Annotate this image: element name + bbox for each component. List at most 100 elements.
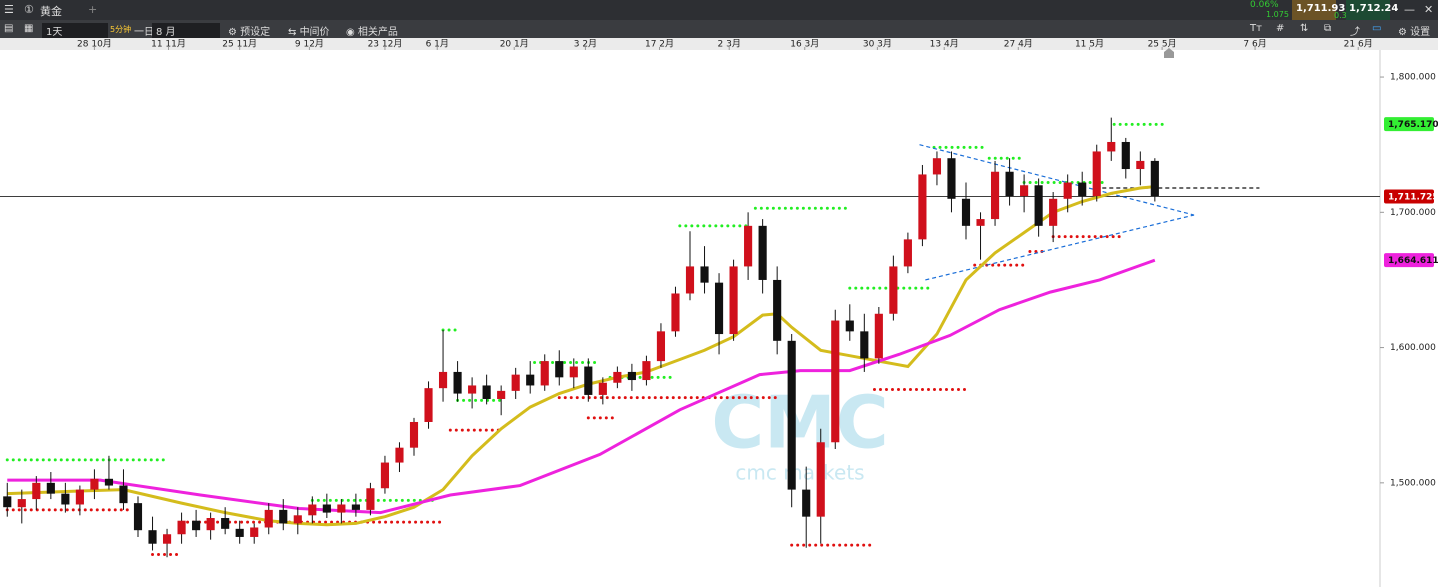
sell-price[interactable]: 1,711.93 <box>1292 0 1345 20</box>
menu-icon[interactable]: ☰ <box>4 3 14 16</box>
candle-body <box>961 198 971 226</box>
x-tick-label: 27 4月 <box>1004 39 1033 50</box>
candle-body <box>453 371 462 394</box>
x-tick-label: 11 11月 <box>151 39 186 50</box>
grid-tool[interactable]: # <box>1276 23 1285 34</box>
candle-body <box>990 171 1000 220</box>
candle-body <box>569 366 578 378</box>
x-tick-label: 25 5月 <box>1148 39 1177 50</box>
list-icon[interactable]: ▤ <box>4 23 14 34</box>
x-tick-label: 16 3月 <box>790 39 819 50</box>
candle-body <box>932 158 942 175</box>
shape-tool[interactable]: ▭ <box>1372 23 1382 34</box>
candle-body <box>889 266 898 314</box>
candle-body <box>3 496 12 508</box>
candle-body <box>555 361 564 378</box>
price-tag <box>1384 189 1434 204</box>
add-tab[interactable]: + <box>88 3 98 16</box>
candle-body <box>1078 182 1087 197</box>
watermark-text: cmc markets <box>735 461 864 485</box>
price-tag <box>1384 117 1434 132</box>
change-pct: 0.06% <box>1250 0 1279 10</box>
candle-body <box>816 442 825 517</box>
candle-body <box>104 478 114 486</box>
candle-body <box>1150 160 1159 197</box>
x-tick-label: 30 3月 <box>863 39 892 50</box>
candle-body <box>860 331 869 359</box>
window-tool[interactable]: ⧉ <box>1324 23 1332 34</box>
candle-body <box>61 493 70 505</box>
candle-body <box>1121 141 1130 170</box>
settings[interactable]: ⚙ 设置 <box>1398 27 1431 38</box>
candle-body <box>279 509 288 524</box>
preset-a[interactable]: 5分钟 <box>110 25 132 34</box>
candle-body <box>177 520 186 535</box>
x-tick-label: 28 10月 <box>77 39 112 50</box>
instrument-icon: ① <box>24 3 34 16</box>
x-tick-label: 20 1月 <box>500 39 529 50</box>
x-tick-label: 23 12月 <box>368 39 403 50</box>
range[interactable]: 8 月 <box>152 23 220 38</box>
price-tag-label: 1,711.725 <box>1388 192 1438 202</box>
candle-body <box>235 528 244 537</box>
mid-price[interactable]: ⇆ 中间价 <box>288 27 330 38</box>
chart-toolbar: ▤ ▦ 1天 5分钟 一日 8 月 ⚙ 预设定 ⇆ 中间价 ◉ 相关产品 Tт … <box>0 20 1438 38</box>
instrument[interactable]: 黄金 <box>40 5 62 18</box>
candle-body <box>438 371 448 389</box>
candle-body <box>1136 160 1145 170</box>
related-label: 相关产品 <box>357 27 398 38</box>
x-tick-label: 6 1月 <box>426 39 449 50</box>
candle-body <box>337 504 346 513</box>
candle-body <box>206 518 215 531</box>
price-tag-label: 1,765.170 <box>1388 120 1438 130</box>
candle-body <box>293 515 302 524</box>
date-axis <box>0 38 1438 50</box>
candle-body <box>264 509 273 528</box>
candle-body <box>511 374 520 391</box>
spread: 0.31 <box>1334 11 1352 20</box>
trend-tool[interactable]: ⤴ <box>1350 27 1360 38</box>
candle-body <box>1049 198 1058 226</box>
x-tick-label: 13 4月 <box>930 39 959 50</box>
text-tool[interactable]: Tт <box>1250 23 1262 34</box>
candle-body <box>468 385 477 394</box>
candle-body <box>671 293 680 332</box>
y-tick-label: 1,600.000 <box>1390 343 1436 353</box>
x-tick-label: 17 2月 <box>645 39 674 50</box>
draw-tool[interactable]: ⇅ <box>1300 23 1309 34</box>
presets[interactable]: ⚙ 预设定 <box>228 27 271 38</box>
x-tick-label: 7 6月 <box>1243 39 1266 50</box>
candle-body <box>119 485 128 504</box>
candle-body <box>918 174 927 240</box>
candle-body <box>714 282 724 335</box>
candle-body <box>802 489 811 517</box>
candle-body <box>656 331 666 362</box>
change: 1.075 <box>1266 10 1289 19</box>
y-tick-label: 1,500.000 <box>1390 478 1436 488</box>
x-tick-label: 25 11月 <box>222 39 257 50</box>
candle-body <box>744 225 753 267</box>
interval[interactable]: 1天 <box>42 23 108 38</box>
candle-body <box>729 266 738 335</box>
candle-body <box>1034 185 1043 226</box>
today-marker <box>1164 48 1174 58</box>
watermark-logo: CMC <box>711 381 888 465</box>
candle-body <box>17 499 26 508</box>
minimize[interactable]: — <box>1404 3 1415 16</box>
candle-body <box>526 374 535 386</box>
preset-b[interactable]: 一日 <box>134 27 154 38</box>
candle-body <box>1005 171 1014 197</box>
buy-price[interactable]: 1,712.24 <box>1346 0 1398 20</box>
y-tick-label: 1,700.000 <box>1390 208 1436 218</box>
price-tag-label: 1,664.611 <box>1388 256 1438 266</box>
candle-body <box>874 313 883 359</box>
moving-average <box>7 185 1155 527</box>
layout-icon[interactable]: ▦ <box>24 23 34 34</box>
related[interactable]: ◉ 相关产品 <box>346 27 398 38</box>
candle-body <box>903 239 912 267</box>
candle-body <box>831 320 840 443</box>
close[interactable]: ✕ <box>1424 3 1434 16</box>
candle-body <box>627 371 636 381</box>
y-tick-label: 1,800.000 <box>1390 73 1436 83</box>
